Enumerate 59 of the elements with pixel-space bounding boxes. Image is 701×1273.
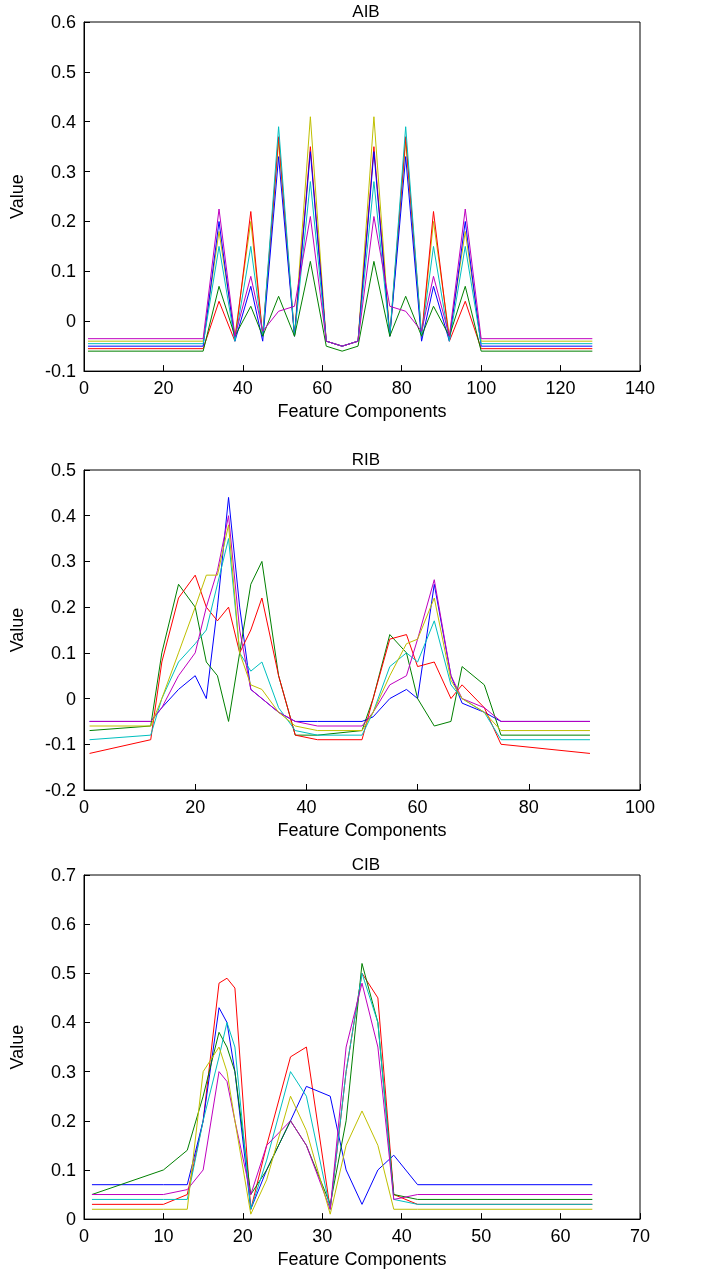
- y-tick-label: -0.1: [44, 361, 76, 382]
- y-tick-label: 0: [65, 1209, 76, 1230]
- x-tick-label: 0: [78, 797, 90, 817]
- y-tick-label: 0.4: [50, 1012, 76, 1033]
- x-tick-label: 80: [518, 797, 539, 817]
- line-series: [87, 260, 593, 352]
- x-tick-label: 40: [296, 797, 317, 817]
- y-tick-label: 0: [65, 688, 76, 709]
- x-tick-label: 100: [624, 797, 656, 817]
- line-series: [87, 208, 593, 347]
- y-tick-label: -0.2: [44, 780, 76, 800]
- y-tick-label: 0.2: [50, 597, 76, 618]
- y-tick-label: 0.1: [50, 642, 76, 663]
- x-tick-label: 60: [312, 378, 333, 399]
- line-series: [91, 1046, 593, 1215]
- y-tick-label: 0.1: [50, 261, 76, 282]
- y-axis-title: Value: [7, 1024, 27, 1070]
- x-tick-label: 60: [407, 797, 428, 817]
- y-tick-label: 0.2: [50, 211, 76, 232]
- x-tick-label: 40: [232, 378, 253, 399]
- x-tick-label: 70: [629, 1226, 651, 1247]
- y-tick-label: 0: [65, 311, 76, 332]
- y-tick-label: 0.4: [50, 505, 76, 526]
- y-tick-label: -0.1: [44, 734, 76, 755]
- chart-title: CIB: [351, 855, 381, 874]
- y-tick-label: 0.7: [50, 865, 76, 885]
- chart-title: RIB: [351, 450, 381, 469]
- y-tick-label: 0.4: [50, 111, 76, 132]
- x-axis-title: Feature Components: [277, 1249, 447, 1269]
- y-tick-label: 0.3: [50, 1061, 76, 1082]
- x-tick-label: 20: [153, 378, 174, 399]
- x-tick-label: 80: [391, 378, 412, 399]
- y-tick-label: 0.3: [50, 161, 76, 182]
- y-tick-label: 0.1: [50, 1159, 76, 1180]
- y-tick-label: 0.6: [50, 12, 76, 32]
- line-series: [89, 574, 591, 754]
- y-tick-label: 0.5: [50, 460, 76, 480]
- chart-title: AIB: [352, 2, 380, 21]
- y-axis-title: Value: [7, 607, 27, 653]
- x-tick-label: 60: [550, 1226, 571, 1247]
- x-tick-label: 0: [78, 378, 90, 399]
- x-tick-label: 40: [391, 1226, 412, 1247]
- y-tick-label: 0.3: [50, 551, 76, 572]
- y-tick-label: 0.6: [50, 914, 76, 935]
- x-tick-label: 0: [78, 1226, 90, 1247]
- x-tick-label: 140: [624, 378, 656, 399]
- y-tick-label: 0.2: [50, 1110, 76, 1131]
- x-tick-label: 50: [471, 1226, 492, 1247]
- y-tick-label: 0.5: [50, 963, 76, 984]
- y-axis-title: Value: [7, 174, 27, 219]
- x-tick-label: 10: [153, 1226, 174, 1247]
- x-tick-label: 20: [185, 797, 206, 817]
- x-axis-title: Feature Components: [277, 401, 447, 421]
- x-tick-label: 20: [232, 1226, 253, 1247]
- x-axis-title: Feature Components: [277, 819, 447, 840]
- x-tick-label: 30: [312, 1226, 333, 1247]
- y-tick-label: 0.5: [50, 61, 76, 82]
- x-tick-label: 120: [545, 378, 576, 399]
- x-tick-label: 100: [466, 378, 497, 399]
